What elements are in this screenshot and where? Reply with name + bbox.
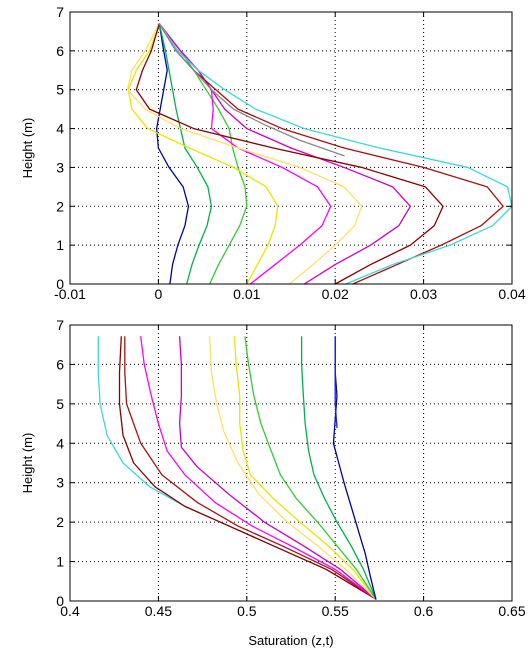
bottom-series-line-3 (140, 336, 377, 600)
bottom-ytick-label: 6 (56, 356, 64, 372)
bottom-xtick-label: 0.45 (145, 603, 172, 619)
bottom-plot-area (69, 324, 513, 602)
bottom-axes-frame (69, 324, 513, 602)
bottom-xtick-label: 0.55 (322, 603, 349, 619)
top-ytick-label: 7 (56, 4, 64, 20)
bottom-series-line-9 (332, 336, 377, 600)
bottom-ytick-label: 1 (56, 554, 64, 570)
top-xtick-label: 0.01 (233, 286, 260, 302)
bottom-grid (70, 325, 512, 601)
bottom-series-line-6 (233, 336, 377, 600)
bottom-series-line-4 (178, 336, 377, 600)
top-series-line-10 (158, 23, 345, 157)
bottom-xlabel: Saturation (z,t) (248, 633, 333, 648)
top-series-line-5 (126, 23, 363, 285)
bottom-xtick-label: 0.6 (414, 603, 434, 619)
bottom-series-line-5 (209, 336, 377, 600)
bottom-ytick-label: 5 (56, 396, 64, 412)
bottom-series-line-10 (334, 336, 338, 429)
bottom-ytick-label: 4 (56, 435, 64, 451)
top-ytick-label: 4 (56, 121, 64, 137)
bottom-xtick-label: 0.5 (237, 603, 257, 619)
top-ylabel: Height (m) (20, 118, 35, 179)
top-series-line-9 (158, 23, 513, 285)
bottom-ytick-label: 7 (56, 317, 64, 333)
bottom-xtick-label: 0.4 (60, 603, 80, 619)
top-chart: Height (m) -0.01 0 0.01 0.02 0.03 0.040123456… (20, 4, 526, 302)
top-ytick-label: 1 (56, 237, 64, 253)
top-ytick-label: 0 (56, 276, 64, 292)
top-axes-frame (69, 11, 513, 285)
bottom-ylabel: Height (m) (20, 433, 35, 494)
top-xtick-label: 0.02 (322, 286, 349, 302)
bottom-xtick-label: 0.65 (498, 603, 525, 619)
bottom-ytick-label: 3 (56, 475, 64, 491)
top-series-line-2 (158, 23, 248, 285)
top-ytick-label: 5 (56, 82, 64, 98)
top-ytick-label: 6 (56, 43, 64, 59)
bottom-ytick-label: 0 (56, 593, 64, 609)
bottom-series-line-8 (300, 336, 377, 600)
top-series-line-1 (158, 23, 213, 285)
bottom-series-line-2 (124, 336, 377, 600)
top-xtick-label: 0.03 (410, 286, 437, 302)
top-xtick-label: 0.04 (498, 286, 525, 302)
bottom-chart: Height (m) Saturation (z,t) 0.4 0.45 0.5 0.… (20, 317, 526, 648)
bottom-series-group (97, 336, 377, 600)
top-ytick-label: 2 (56, 198, 64, 214)
top-xtick-label: 0 (155, 286, 163, 302)
bottom-series-line-1 (118, 336, 377, 600)
top-series-line-3 (127, 23, 279, 285)
bottom-ytick-label: 2 (56, 514, 64, 530)
top-series-group (126, 23, 513, 285)
top-series-line-0 (155, 23, 190, 285)
top-ytick-label: 3 (56, 159, 64, 175)
top-xtick-label: -0.01 (54, 286, 86, 302)
top-series-line-7 (135, 23, 444, 285)
bottom-series-line-7 (244, 336, 377, 600)
